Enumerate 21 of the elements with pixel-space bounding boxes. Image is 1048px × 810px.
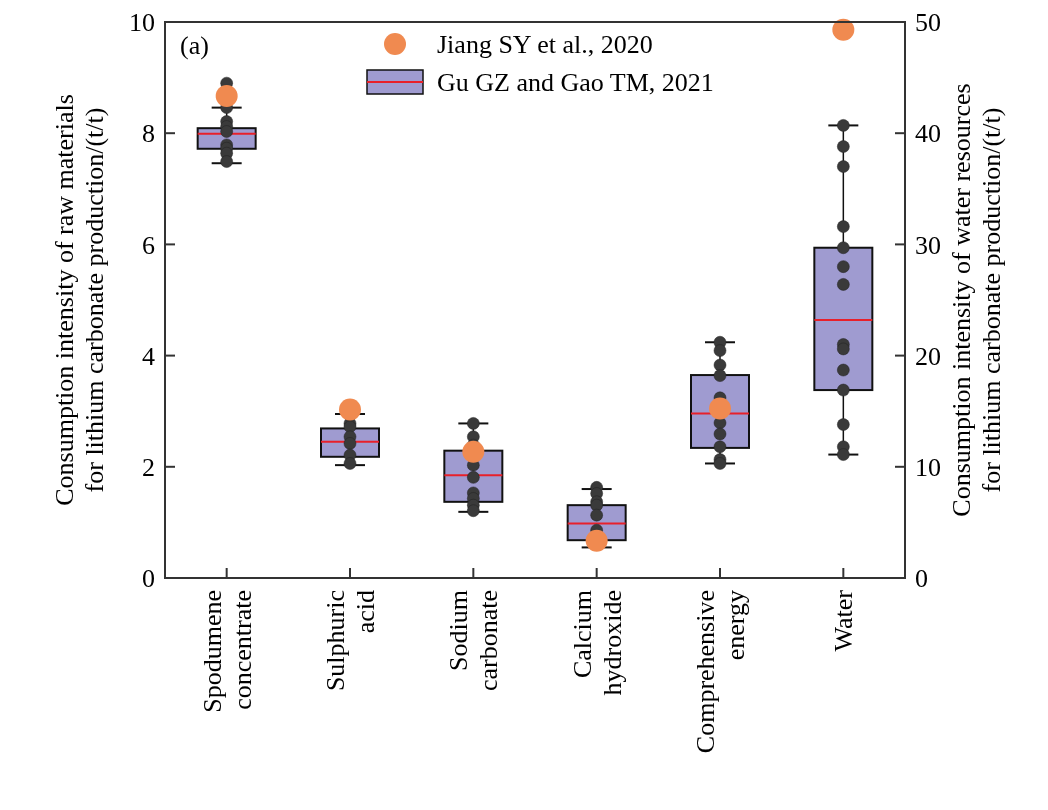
x-tick-label: Sulphuric acid [321, 590, 380, 692]
y-tick-label: 6 [142, 230, 155, 260]
legend-label: Gu GZ and Gao TM, 2021 [437, 68, 714, 98]
y-tick-label: 0 [142, 564, 155, 594]
annotation: (a) [180, 31, 209, 60]
y2-tick-label: 50 [915, 8, 941, 38]
x-tick-label: Spodumene concentrate [197, 590, 257, 713]
y-tick-label: 4 [142, 341, 155, 371]
y-tick-label: 10 [129, 8, 155, 38]
y2-tick-label: 0 [915, 564, 928, 594]
y-tick-label: 8 [142, 119, 155, 149]
y2-tick-label: 20 [915, 341, 941, 371]
legend-label: Jiang SY et al., 2020 [437, 30, 653, 60]
x-tick-label: Comprehensive energy [691, 590, 750, 754]
y-axis-title: Consumption intensity of raw materials for lithium carbonate production/(t/t) [50, 94, 109, 506]
y2-tick-label: 10 [915, 452, 941, 482]
y-tick-label: 2 [142, 452, 155, 482]
y2-axis-title: Consumption intensity of water resources for lithium carbonate production/(t/t) [947, 83, 1006, 517]
y2-tick-label: 30 [915, 230, 941, 260]
y2-tick-label: 40 [915, 119, 941, 149]
x-tick-label: Water [829, 589, 859, 652]
